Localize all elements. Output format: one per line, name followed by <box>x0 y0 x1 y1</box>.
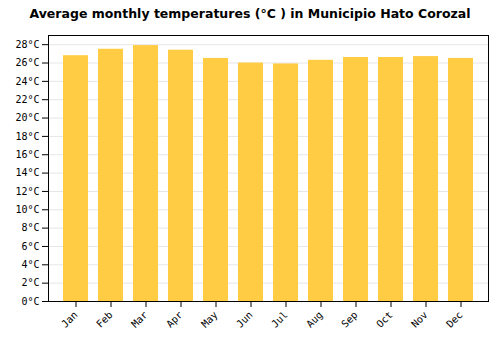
svg-text:28°C: 28°C <box>15 39 39 50</box>
svg-text:6°C: 6°C <box>21 241 39 252</box>
svg-text:16°C: 16°C <box>15 149 39 160</box>
svg-text:20°C: 20°C <box>15 112 39 123</box>
svg-text:12°C: 12°C <box>15 186 39 197</box>
svg-text:4°C: 4°C <box>21 259 39 270</box>
svg-text:Aug: Aug <box>304 309 325 330</box>
html-text:Average monthly temperatures (: Average monthly temperatures (°C ) in Mu… <box>29 6 471 21</box>
svg-text:Jan: Jan <box>59 309 80 330</box>
svg-text:May: May <box>199 309 220 330</box>
svg-text:8°C: 8°C <box>21 222 39 233</box>
svg-text:Dec: Dec <box>444 309 465 330</box>
svg-text:Mar: Mar <box>129 309 150 330</box>
svg-text:Jul: Jul <box>269 309 290 330</box>
svg-text:Jun: Jun <box>234 309 255 330</box>
svg-text:18°C: 18°C <box>15 131 39 142</box>
svg-text:26°C: 26°C <box>15 57 39 68</box>
svg-text:22°C: 22°C <box>15 94 39 105</box>
svg-text:2°C: 2°C <box>21 277 39 288</box>
svg-text:Nov: Nov <box>409 309 430 330</box>
svg-text:14°C: 14°C <box>15 167 39 178</box>
svg-text:24°C: 24°C <box>15 76 39 87</box>
svg-text:10°C: 10°C <box>15 204 39 215</box>
svg-text:0°C: 0°C <box>21 296 39 307</box>
svg-text:Feb: Feb <box>94 309 115 330</box>
svg-text:Sep: Sep <box>339 309 360 330</box>
svg-text:Oct: Oct <box>374 309 395 330</box>
svg-text:Apr: Apr <box>164 309 185 330</box>
